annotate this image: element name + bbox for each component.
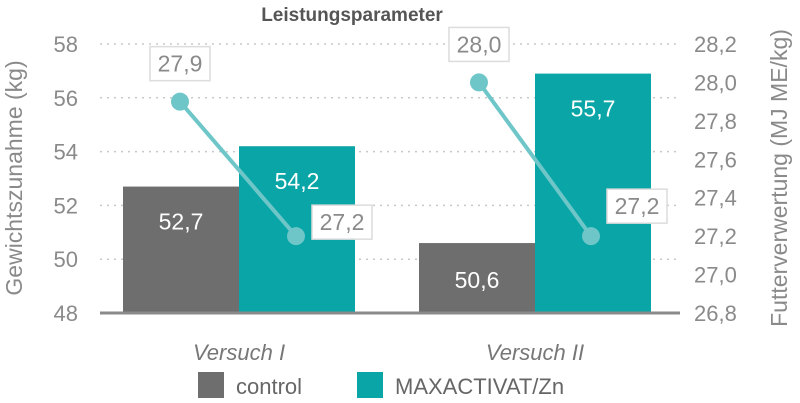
x-category-label: Versuch I bbox=[193, 340, 285, 365]
y2-tick-label: 26,8 bbox=[694, 301, 737, 326]
line-segment bbox=[477, 81, 593, 238]
line-data-label: 28,0 bbox=[457, 31, 502, 57]
bar-data-label: 55,7 bbox=[571, 96, 616, 122]
legend-swatch bbox=[357, 372, 383, 398]
y2-tick-label: 27,2 bbox=[694, 224, 737, 249]
line-data-label: 27,2 bbox=[615, 193, 660, 219]
bar-control bbox=[419, 243, 535, 313]
y2-tick-label: 27,6 bbox=[694, 147, 737, 172]
bar-data-label: 50,6 bbox=[455, 267, 500, 293]
chart-title: Leistungsparameter bbox=[261, 5, 443, 26]
y2-tick-label: 27,8 bbox=[694, 109, 737, 134]
line-label-box bbox=[311, 204, 373, 240]
legend-label: MAXACTIVAT/Zn bbox=[395, 374, 564, 399]
bar-data-label: 52,7 bbox=[159, 209, 204, 235]
y2-tick-label: 27,0 bbox=[694, 263, 737, 288]
y-tick-label: 58 bbox=[54, 32, 78, 57]
line-label-box bbox=[448, 26, 510, 63]
y-tick-label: 54 bbox=[54, 140, 78, 165]
y2-tick-label: 27,4 bbox=[694, 186, 737, 211]
line-marker bbox=[171, 92, 189, 111]
y2-tick-label: 28,0 bbox=[694, 70, 737, 95]
line-label-box bbox=[606, 188, 668, 224]
x-category-label: Versuch II bbox=[486, 340, 584, 365]
y-tick-label: 50 bbox=[54, 247, 78, 272]
line-segment bbox=[178, 100, 298, 238]
y-tick-label: 56 bbox=[54, 86, 78, 111]
line-data-label: 27,2 bbox=[320, 209, 365, 235]
y-axis-label: Gewichtszunahme (kg) bbox=[1, 60, 27, 295]
bar-control bbox=[123, 186, 239, 313]
y2-tick-label: 28,2 bbox=[694, 32, 737, 57]
bar-data-label: 54,2 bbox=[275, 168, 320, 194]
y2-axis-label: Futterverwertung (MJ ME/kg) bbox=[766, 29, 792, 327]
legend-label: control bbox=[236, 374, 302, 399]
line-marker bbox=[287, 227, 305, 246]
line-marker bbox=[582, 227, 600, 246]
line-marker bbox=[470, 73, 488, 92]
y-tick-label: 52 bbox=[54, 193, 78, 218]
y-tick-label: 48 bbox=[54, 301, 78, 326]
line-label-box bbox=[149, 45, 211, 82]
line-data-label: 27,9 bbox=[158, 51, 203, 77]
legend-swatch bbox=[198, 372, 224, 398]
